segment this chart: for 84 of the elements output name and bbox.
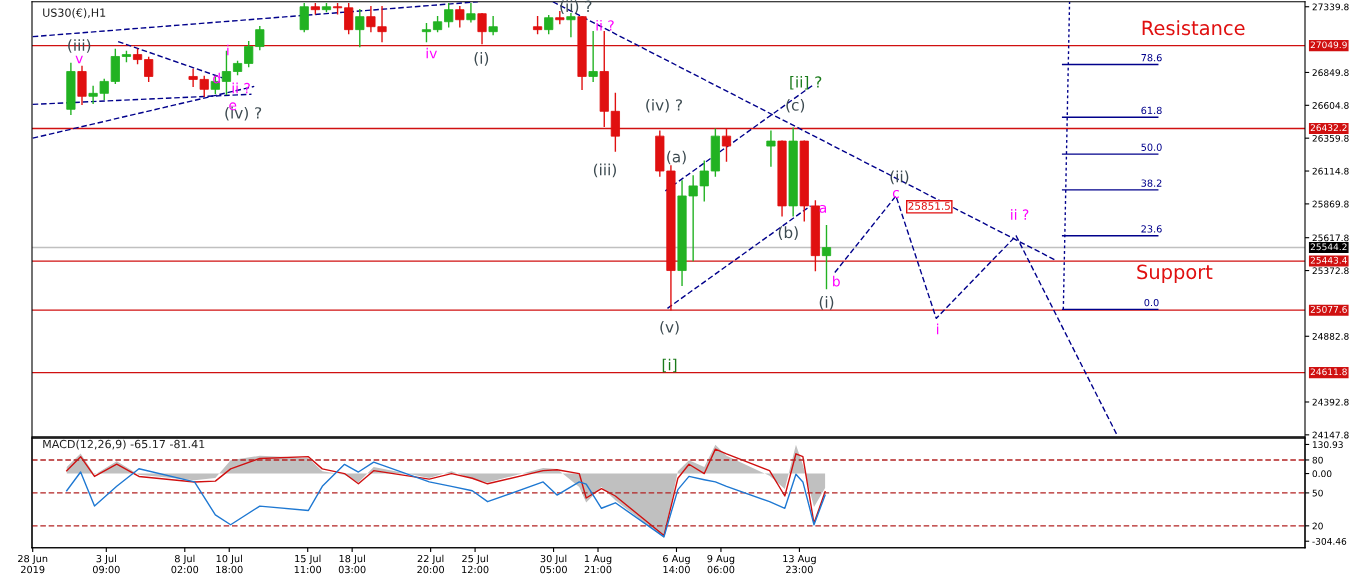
x-tick-label: 22 Jul 20:00 xyxy=(417,554,444,574)
annotation: 61.8 xyxy=(1141,106,1162,115)
x-tick-label: 1 Aug 21:00 xyxy=(584,555,612,574)
chart-title: MACD(12,26,9) -65.17 -81.41 xyxy=(43,439,205,450)
x-tick-label: 15 Jul 11:00 xyxy=(294,554,322,574)
y-tick-label: 130.93 xyxy=(1312,441,1343,449)
y-tick-label: 25869.8 xyxy=(1312,200,1349,208)
annotation: (c) xyxy=(786,98,805,113)
candlestick xyxy=(244,40,254,68)
candlestick xyxy=(221,50,232,95)
annotation: (a) xyxy=(667,150,686,165)
candlestick xyxy=(466,3,476,23)
candlestick xyxy=(588,30,598,83)
y-tick-label: 24882.8 xyxy=(1312,333,1349,340)
candlestick xyxy=(444,3,454,28)
y2-tick-label: 80 xyxy=(1312,456,1323,464)
candlestick xyxy=(355,8,365,48)
y-tick-label: 24392.8 xyxy=(1312,398,1349,406)
candlestick xyxy=(821,225,832,290)
y-tick-label: 26359.8 xyxy=(1312,134,1349,142)
ref-line-label: 24611.8 xyxy=(1310,368,1347,376)
annotation: (i) xyxy=(474,52,489,66)
ref-line-label: 25077.6 xyxy=(1310,305,1347,313)
y-tick-label: 26114.8 xyxy=(1312,167,1349,175)
y-tick-label: 0.00 xyxy=(1312,470,1332,478)
candlestick xyxy=(488,15,498,36)
y2-tick-label: 50 xyxy=(1312,489,1323,497)
y-tick-label: 25617.8 xyxy=(1312,234,1349,242)
annotation: b xyxy=(833,275,840,287)
x-tick-label: 9 Aug 06:00 xyxy=(707,554,735,574)
candlestick xyxy=(721,128,732,162)
candlestick xyxy=(144,56,154,83)
annotation: (iv) ? xyxy=(646,98,682,113)
x-tick-label: 6 Aug 14:00 xyxy=(663,554,690,574)
annotation: 50.0 xyxy=(1141,143,1162,151)
x-tick-label: 18 Jul 03:00 xyxy=(338,554,366,574)
annotation: (b) xyxy=(778,226,798,240)
y-tick-label: 26604.8 xyxy=(1312,102,1349,109)
ref-line-label: 26432.2 xyxy=(1310,124,1347,132)
line-series xyxy=(66,461,826,538)
x-tick-label: 13 Aug 23:00 xyxy=(783,554,816,574)
annotation: 0.0 xyxy=(1144,298,1159,307)
annotation: 25851.5 xyxy=(908,201,950,210)
ref-line-label: 25443.4 xyxy=(1310,256,1347,264)
ref-line-label: 27049.9 xyxy=(1310,41,1347,49)
candlestick xyxy=(766,130,776,167)
annotation: [i] xyxy=(662,358,677,373)
y-tick-label: 25372.8 xyxy=(1312,267,1349,275)
candlestick xyxy=(566,12,576,38)
annotation: ii ? xyxy=(1011,209,1029,220)
candlestick xyxy=(299,3,309,33)
annotation: iv xyxy=(426,47,437,59)
x-tick-label: 28 Jun 2019 xyxy=(18,554,48,574)
y-tick-label: 24147.8 xyxy=(1312,431,1349,439)
annotation: (ii) ? xyxy=(560,0,592,14)
annotation: (i) xyxy=(819,296,834,310)
annotation: 78.6 xyxy=(1141,53,1162,62)
annotation: (iii) xyxy=(593,163,616,178)
annotation: (ii) xyxy=(890,170,909,185)
annotation: Resistance xyxy=(1142,20,1245,36)
candlestick xyxy=(455,6,465,28)
annotation: i xyxy=(227,44,229,56)
x-tick-label: 25 Jul 12:00 xyxy=(462,554,489,574)
y-tick-label: -304.46 xyxy=(1312,537,1347,545)
candlestick xyxy=(477,12,487,45)
y-tick-label: 27339.8 xyxy=(1312,3,1349,11)
x-tick-label: 10 Jul 18:00 xyxy=(216,554,243,574)
annotation: 23.6 xyxy=(1141,225,1162,233)
annotation: i xyxy=(936,323,939,335)
candlestick xyxy=(255,26,265,51)
annotation: c xyxy=(892,190,899,198)
candlestick xyxy=(344,3,354,35)
x-tick-label: 8 Jul 02:00 xyxy=(171,554,199,574)
text: US30(€),H1 xyxy=(43,8,106,19)
annotation: v xyxy=(75,55,83,64)
y-tick-label: 26849.8 xyxy=(1312,69,1349,77)
annotation: [ii] ? xyxy=(790,76,822,90)
annotation: 38.2 xyxy=(1141,179,1162,187)
annotation: Support xyxy=(1137,264,1213,283)
y2-tick-label: 20 xyxy=(1312,522,1323,530)
annotation: (v) xyxy=(660,320,679,335)
x-tick-label: 30 Jul 05:00 xyxy=(540,554,567,574)
ref-line-label: 25544.2 xyxy=(1310,243,1347,251)
x-tick-label: 3 Jul 09:00 xyxy=(92,554,120,574)
